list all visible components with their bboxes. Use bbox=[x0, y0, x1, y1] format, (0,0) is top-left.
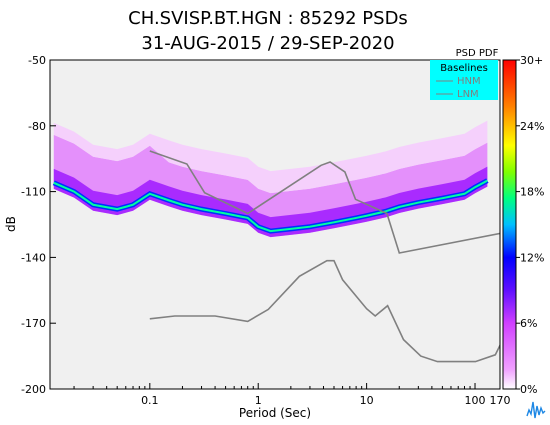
chart-title-line2: 31-AUG-2015 / 29-SEP-2020 bbox=[141, 33, 394, 54]
x-axis-label: Period (Sec) bbox=[239, 406, 311, 420]
colorbar-tick-label: 18% bbox=[520, 186, 544, 199]
series-line-lnm bbox=[149, 259, 500, 363]
legend: Baselines HNM LNM bbox=[430, 60, 498, 100]
plot-frame bbox=[49, 59, 501, 390]
colorbar-tick-label: 0% bbox=[520, 383, 537, 396]
legend-lnm-label: LNM bbox=[457, 89, 479, 100]
logo-icon bbox=[526, 398, 546, 420]
x-tick-label: 10 bbox=[360, 394, 374, 407]
x-tick-label: 1 bbox=[255, 394, 262, 407]
colorbar-title: PSD PDF bbox=[456, 48, 499, 59]
y-tick-label: -50 bbox=[28, 54, 46, 67]
x-axis: 0.1 1 10 100 170 bbox=[73, 383, 511, 407]
y-axis-label: dB bbox=[4, 216, 18, 232]
colorbar-tick-label: 30+ bbox=[520, 54, 543, 67]
colorbar: PSD PDF 30+ 24% 18% 12% 6% 0% bbox=[456, 48, 545, 396]
density-ridge bbox=[53, 179, 488, 233]
density-sparse bbox=[53, 120, 488, 194]
y-tick-label: -170 bbox=[21, 317, 46, 330]
legend-hnm-label: HNM bbox=[457, 76, 481, 87]
x-tick-label: 170 bbox=[490, 394, 511, 407]
density-core bbox=[53, 166, 488, 238]
y-tick-label: -110 bbox=[21, 186, 46, 199]
y-axis: -50 -80 -110 -140 -170 -200 bbox=[21, 54, 56, 396]
colorbar-tick-label: 12% bbox=[520, 251, 544, 264]
chart-title-line1: CH.SVISP.BT.HGN : 85292 PSDs bbox=[128, 8, 408, 29]
colorbar-gradient bbox=[502, 59, 517, 390]
psd-density-image bbox=[52, 120, 489, 238]
y-tick-label: -140 bbox=[21, 251, 46, 264]
series-line-hnm bbox=[149, 150, 500, 254]
x-tick-label: 0.1 bbox=[141, 394, 159, 407]
x-tick-label: 100 bbox=[465, 394, 486, 407]
legend-title: Baselines bbox=[440, 63, 488, 74]
colorbar-tick-label: 6% bbox=[520, 317, 537, 330]
y-tick-label: -80 bbox=[28, 120, 46, 133]
y-tick-label: -200 bbox=[21, 383, 46, 396]
colorbar-tick-label: 24% bbox=[520, 120, 544, 133]
legend-box bbox=[430, 60, 498, 100]
